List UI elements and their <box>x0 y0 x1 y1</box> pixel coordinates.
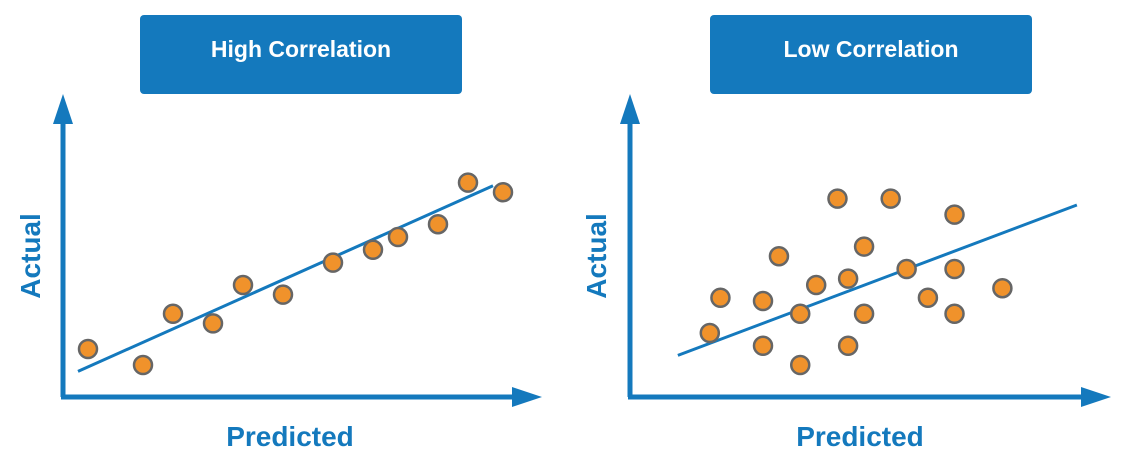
data-point-20 <box>992 277 1013 299</box>
y-axis-label: Actual <box>581 213 612 299</box>
data-point-2 <box>710 287 731 309</box>
data-point-18 <box>944 258 965 280</box>
y-axis-arrow <box>620 94 640 124</box>
data-point-1 <box>77 338 99 360</box>
data-point-11 <box>837 335 859 357</box>
data-point-4 <box>202 313 224 334</box>
data-point-10 <box>427 213 449 235</box>
trend-line <box>77 184 494 373</box>
data-point-5 <box>768 245 790 267</box>
data-point-12 <box>853 236 875 257</box>
data-point-9 <box>387 226 409 248</box>
chart-title-high-correlation: High Correlation <box>140 15 462 94</box>
data-point-3 <box>162 303 184 325</box>
data-point-16 <box>917 287 939 309</box>
x-axis-label: Predicted <box>226 421 354 452</box>
data-point-1 <box>699 322 721 344</box>
data-point-11 <box>457 172 479 193</box>
low-correlation-panel: Actual Predicted <box>581 94 1111 452</box>
data-point-7 <box>322 252 344 273</box>
x-axis-label: Predicted <box>796 421 924 452</box>
y-axis-label: Actual <box>15 213 46 299</box>
data-point-10 <box>837 268 859 289</box>
data-point-15 <box>896 258 917 280</box>
chart-title-low-correlation: Low Correlation <box>710 15 1032 94</box>
high-correlation-panel: Actual Predicted <box>15 94 542 452</box>
data-point-3 <box>752 290 774 312</box>
data-point-6 <box>272 284 294 305</box>
x-axis-arrow <box>1081 387 1111 407</box>
data-point-5 <box>232 274 254 296</box>
data-point-2 <box>132 354 154 376</box>
data-point-8 <box>805 274 827 296</box>
data-point-7 <box>789 354 811 376</box>
data-point-12 <box>492 181 514 203</box>
data-point-19 <box>944 303 965 325</box>
x-axis-arrow <box>512 387 542 407</box>
data-point-13 <box>853 303 875 325</box>
trend-line <box>677 203 1078 357</box>
data-point-14 <box>880 188 901 209</box>
data-point-6 <box>789 303 811 325</box>
y-axis-arrow <box>53 94 73 124</box>
data-point-8 <box>362 239 384 261</box>
data-point-17 <box>944 204 965 225</box>
data-point-9 <box>827 188 848 209</box>
data-point-4 <box>752 335 774 357</box>
